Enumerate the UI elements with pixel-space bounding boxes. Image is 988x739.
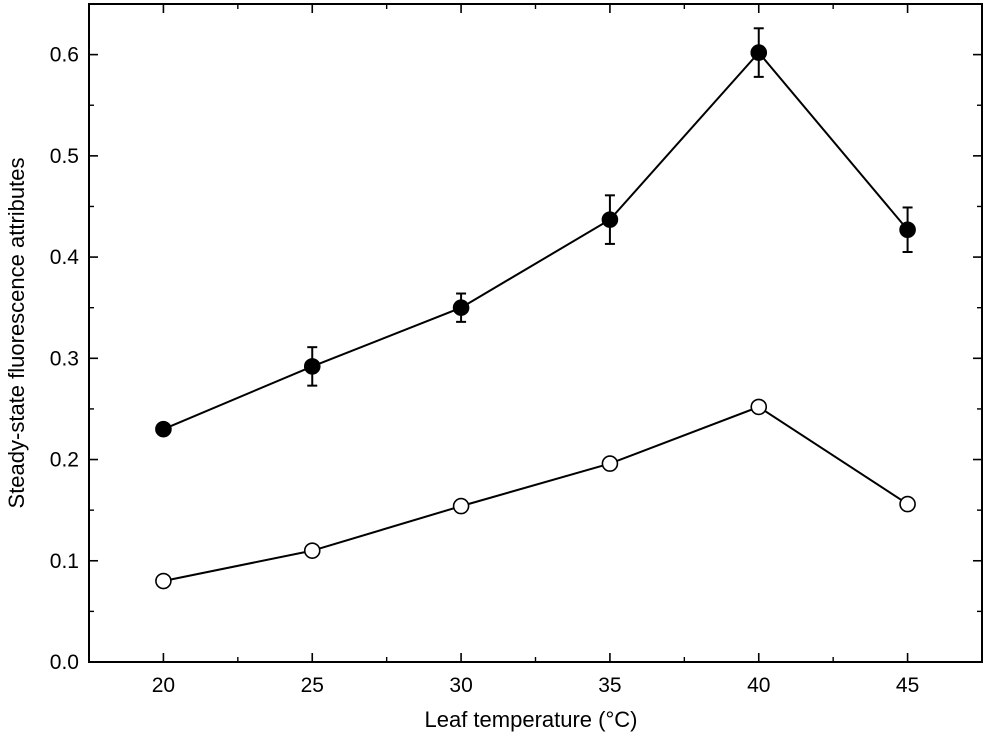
data-point bbox=[452, 299, 470, 316]
data-point bbox=[601, 455, 619, 472]
data-point bbox=[601, 211, 619, 228]
series-1 bbox=[155, 27, 916, 438]
data-point bbox=[750, 398, 768, 416]
data-point bbox=[303, 542, 321, 559]
x-axis-title: Leaf temperature (°C) bbox=[425, 707, 638, 732]
x-tick-label: 45 bbox=[896, 674, 919, 697]
y-tick-label: 0.3 bbox=[50, 347, 79, 370]
axis-ticks bbox=[88, 4, 983, 663]
plot-frame bbox=[88, 3, 983, 663]
data-point bbox=[155, 420, 172, 438]
x-tick-label: 20 bbox=[152, 674, 175, 697]
y-tick-label: 0.6 bbox=[50, 44, 79, 67]
data-point bbox=[750, 44, 768, 61]
data-point bbox=[155, 572, 172, 590]
x-tick-label: 25 bbox=[301, 674, 324, 697]
series-layer bbox=[155, 27, 916, 590]
x-tick-label: 30 bbox=[449, 674, 472, 697]
x-tick-label: 35 bbox=[598, 674, 621, 697]
series-line bbox=[163, 405, 909, 582]
series-2 bbox=[155, 398, 916, 590]
y-tick-label: 0.1 bbox=[50, 550, 79, 573]
y-tick-label: 0.4 bbox=[50, 246, 80, 269]
y-tick-label: 0.5 bbox=[50, 145, 79, 168]
data-point bbox=[303, 358, 321, 375]
y-axis-title: Steady-state fluorescence attributes bbox=[4, 158, 29, 509]
y-tick-label: 0.0 bbox=[50, 651, 79, 674]
data-point bbox=[899, 221, 916, 239]
x-tick-label: 40 bbox=[747, 674, 770, 697]
data-point bbox=[899, 495, 916, 513]
tick-labels: 20 25 30 35 40 45 0.0 0.1 0.2 0.3 0.4 0.5 0.6 bbox=[50, 44, 919, 697]
series-line bbox=[163, 51, 909, 431]
y-tick-label: 0.2 bbox=[50, 449, 79, 472]
data-point bbox=[452, 497, 470, 515]
